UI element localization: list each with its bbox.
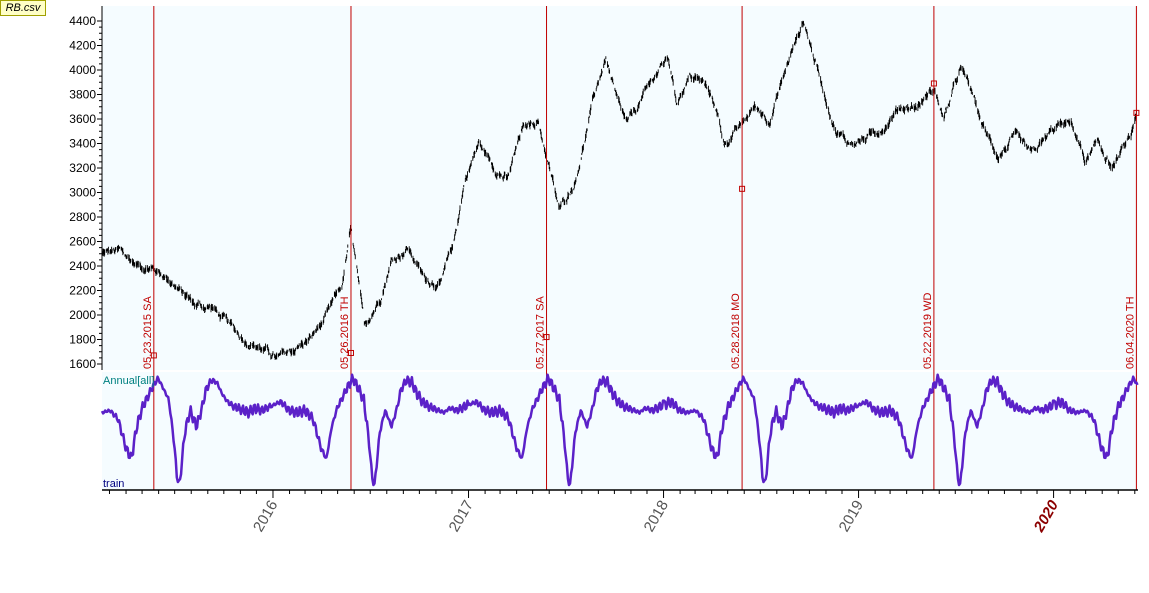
marker-point <box>347 349 354 356</box>
y-tick-label: 3000 <box>69 186 96 200</box>
y-tick-label: 2400 <box>69 259 96 273</box>
price-bars <box>102 20 1137 360</box>
x-tick-label: 2019 <box>836 498 867 535</box>
vertical-markers: 05.23.2015 SA 05.26.2016 TH 05.27.2017 SA 0… <box>142 6 1140 490</box>
vertical-marker: 05.28.2018 MO <box>730 6 746 490</box>
marker-date-label: 06.04.2020 TH <box>1124 296 1136 369</box>
vertical-marker: 05.23.2015 SA <box>142 6 157 490</box>
y-axis: 1600 1800 2000 2200 2400 2600 2800 3000 3200 3400… <box>69 6 103 371</box>
y-tick-label: 4000 <box>69 63 96 77</box>
y-tick-label: 2600 <box>69 235 96 249</box>
train-label: train <box>103 478 124 490</box>
vertical-marker: 06.04.2020 TH <box>1124 6 1140 490</box>
marker-point <box>543 334 550 341</box>
y-tick-label: 1600 <box>69 357 96 371</box>
vertical-marker: 05.26.2016 TH <box>339 6 354 490</box>
file-name-badge[interactable]: RB.csv <box>0 0 46 16</box>
marker-point <box>150 352 157 359</box>
x-tick-label: 2016 <box>250 498 281 535</box>
x-tick-label: 2017 <box>446 498 477 535</box>
y-tick-label: 3400 <box>69 137 96 151</box>
marker-date-label: 05.28.2018 MO <box>730 293 742 369</box>
marker-point <box>1133 109 1140 116</box>
y-tick-label: 1800 <box>69 333 96 347</box>
marker-point <box>739 185 746 192</box>
price-plot-background <box>102 6 1138 370</box>
y-tick-label: 3800 <box>69 88 96 102</box>
annual-plot-background <box>102 372 1138 490</box>
marker-date-label: 05.22.2019 WD <box>922 293 934 369</box>
y-tick-label: 3600 <box>69 112 96 126</box>
marker-date-label: 05.27.2017 SA <box>535 296 547 369</box>
marker-date-label: 05.23.2015 SA <box>142 296 154 369</box>
x-axis: 2016 2017 2018 2019 2020 <box>102 489 1138 536</box>
annual-panel-label: Annual[all] <box>103 375 154 387</box>
vertical-marker: 05.27.2017 SA <box>535 6 550 490</box>
y-tick-label: 3200 <box>69 161 96 175</box>
annual-series <box>100 373 1139 487</box>
x-tick-label: 2018 <box>641 498 672 535</box>
marker-date-label: 05.26.2016 TH <box>339 296 351 369</box>
y-tick-label: 2200 <box>69 284 96 298</box>
y-tick-label: 4200 <box>69 39 96 53</box>
marker-point <box>930 80 937 87</box>
price-series <box>102 20 1137 360</box>
annual-curve <box>100 373 1139 487</box>
x-tick-label: 2020 <box>1030 497 1062 536</box>
y-tick-label: 4400 <box>69 14 96 28</box>
vertical-marker: 05.22.2019 WD <box>922 6 937 490</box>
y-tick-label: 2800 <box>69 210 96 224</box>
y-tick-label: 2000 <box>69 308 96 322</box>
